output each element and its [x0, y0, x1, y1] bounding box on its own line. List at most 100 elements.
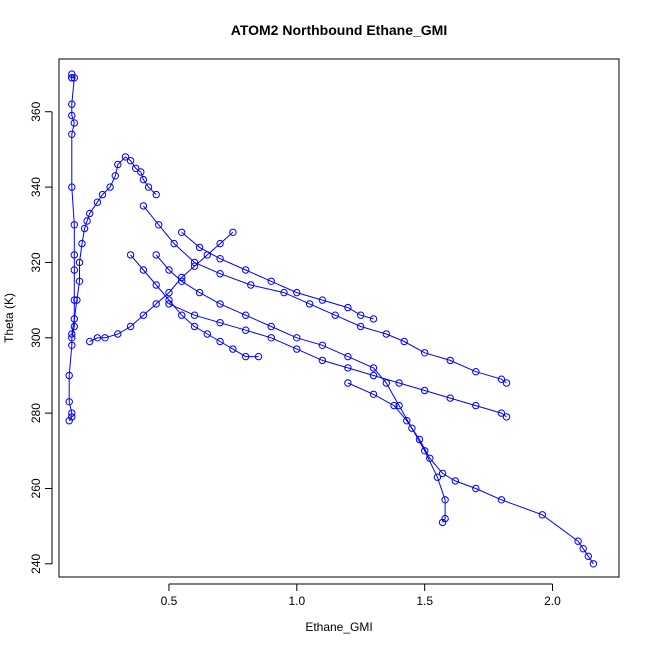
data-point	[267, 334, 275, 342]
data-point	[190, 311, 199, 319]
data-point	[438, 469, 447, 478]
data-point	[75, 277, 84, 285]
data-point	[73, 296, 81, 304]
data-point	[216, 255, 224, 263]
data-point	[421, 447, 429, 455]
data-point	[446, 356, 454, 365]
data-point	[137, 168, 145, 176]
data-point	[497, 375, 506, 383]
data-point	[293, 345, 301, 353]
x-axis: 0.5 1.0 1.5 2.0	[161, 583, 561, 608]
data-point	[65, 398, 73, 406]
x-tick-label: 2.0	[544, 594, 561, 608]
y-tick-label: 280	[29, 403, 43, 423]
data-point	[139, 311, 148, 319]
data-point	[170, 239, 178, 248]
data-point	[216, 337, 224, 346]
data-point	[144, 183, 153, 191]
data-point	[70, 119, 79, 127]
data-point	[139, 202, 148, 210]
data-point	[68, 70, 76, 78]
data-point	[538, 511, 546, 519]
data-point	[70, 296, 79, 304]
data-point	[111, 172, 120, 180]
data-point	[421, 349, 429, 357]
data-point	[203, 330, 212, 338]
data-point	[242, 352, 250, 361]
data-point	[93, 334, 102, 342]
data-point	[68, 111, 76, 120]
data-point	[438, 518, 447, 527]
series-line-8	[130, 254, 259, 358]
data-point	[93, 198, 102, 206]
data-point	[357, 311, 365, 319]
data-point	[121, 153, 130, 161]
data-point	[139, 266, 148, 274]
chart-title: ATOM2 Northbound Ethane_GMI	[231, 22, 447, 38]
data-point	[114, 160, 122, 169]
data-point	[68, 334, 76, 342]
data-point	[86, 209, 94, 218]
data-point	[78, 239, 86, 248]
series-line-4	[155, 254, 446, 523]
data-point	[318, 296, 327, 304]
data-point	[126, 322, 135, 331]
data-point	[369, 371, 378, 380]
data-point	[195, 243, 204, 252]
data-point	[403, 417, 411, 425]
y-tick-label: 320	[29, 252, 43, 272]
data-point	[344, 379, 352, 387]
data-point	[472, 484, 480, 493]
series-line-1	[68, 74, 75, 421]
data-point	[344, 364, 352, 372]
data-point	[408, 424, 416, 432]
data-point	[68, 341, 76, 349]
data-point	[155, 221, 163, 229]
data-point	[216, 270, 224, 278]
data-point	[190, 322, 199, 331]
data-point	[229, 228, 237, 237]
data-point	[70, 74, 79, 82]
x-tick-label: 1.5	[416, 594, 433, 608]
data-point	[497, 409, 506, 417]
data-point	[497, 496, 506, 504]
data-point	[451, 477, 459, 485]
data-point	[68, 409, 76, 417]
data-point	[68, 130, 76, 139]
data-point	[83, 217, 91, 225]
data-point	[165, 288, 173, 297]
data-point	[472, 368, 480, 376]
data-point	[344, 303, 352, 312]
series-line-3	[89, 231, 234, 342]
data-point	[65, 417, 73, 425]
y-tick-label: 360	[29, 101, 43, 121]
data-point	[318, 341, 327, 349]
data-point	[68, 100, 76, 108]
data-point	[216, 319, 224, 327]
data-point	[80, 224, 89, 233]
data-point	[114, 330, 122, 338]
data-point	[70, 315, 79, 323]
data-point	[152, 281, 160, 289]
data-point	[165, 296, 173, 304]
data-point	[139, 175, 148, 184]
data-point	[382, 379, 390, 387]
y-tick-label: 300	[29, 327, 43, 347]
data-point	[589, 560, 598, 568]
data-point	[126, 157, 135, 165]
data-point	[229, 345, 237, 353]
data-point	[70, 251, 79, 259]
data-point	[152, 300, 160, 308]
data-point	[216, 239, 224, 248]
data-point	[584, 552, 592, 560]
data-point	[216, 300, 224, 308]
data-point	[65, 371, 73, 380]
data-point	[190, 258, 199, 267]
data-point	[395, 379, 403, 387]
data-point	[242, 266, 250, 274]
data-point	[433, 473, 442, 481]
data-point	[369, 390, 378, 398]
data-point	[75, 258, 84, 267]
x-tick-label: 1.0	[288, 594, 305, 608]
